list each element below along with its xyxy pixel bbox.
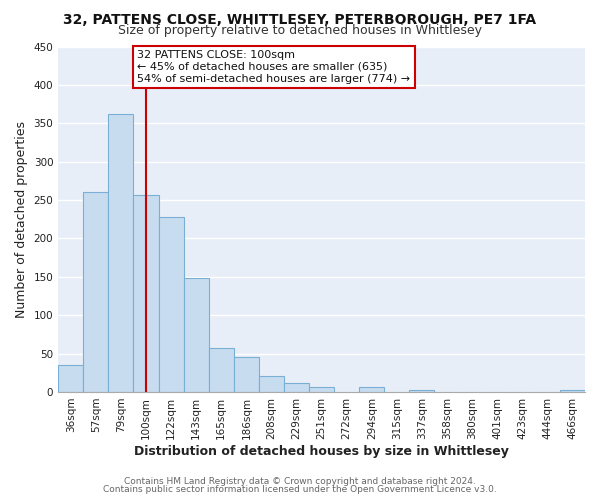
- Bar: [133, 196, 158, 392]
- Text: Contains HM Land Registry data © Crown copyright and database right 2024.: Contains HM Land Registry data © Crown c…: [124, 477, 476, 486]
- Bar: [560, 390, 585, 392]
- Y-axis label: Number of detached properties: Number of detached properties: [15, 120, 28, 318]
- Bar: [409, 390, 434, 392]
- Bar: [359, 388, 385, 392]
- Bar: [309, 386, 334, 392]
- Bar: [234, 358, 259, 392]
- Text: Contains public sector information licensed under the Open Government Licence v3: Contains public sector information licen…: [103, 485, 497, 494]
- Bar: [209, 348, 234, 392]
- Text: Size of property relative to detached houses in Whittlesey: Size of property relative to detached ho…: [118, 24, 482, 37]
- Bar: [83, 192, 109, 392]
- Text: 32, PATTENS CLOSE, WHITTLESEY, PETERBOROUGH, PE7 1FA: 32, PATTENS CLOSE, WHITTLESEY, PETERBORO…: [64, 12, 536, 26]
- Bar: [259, 376, 284, 392]
- Bar: [158, 217, 184, 392]
- Bar: [109, 114, 133, 392]
- Text: 32 PATTENS CLOSE: 100sqm
← 45% of detached houses are smaller (635)
54% of semi-: 32 PATTENS CLOSE: 100sqm ← 45% of detach…: [137, 50, 410, 84]
- X-axis label: Distribution of detached houses by size in Whittlesey: Distribution of detached houses by size …: [134, 444, 509, 458]
- Bar: [58, 365, 83, 392]
- Bar: [184, 278, 209, 392]
- Bar: [284, 382, 309, 392]
